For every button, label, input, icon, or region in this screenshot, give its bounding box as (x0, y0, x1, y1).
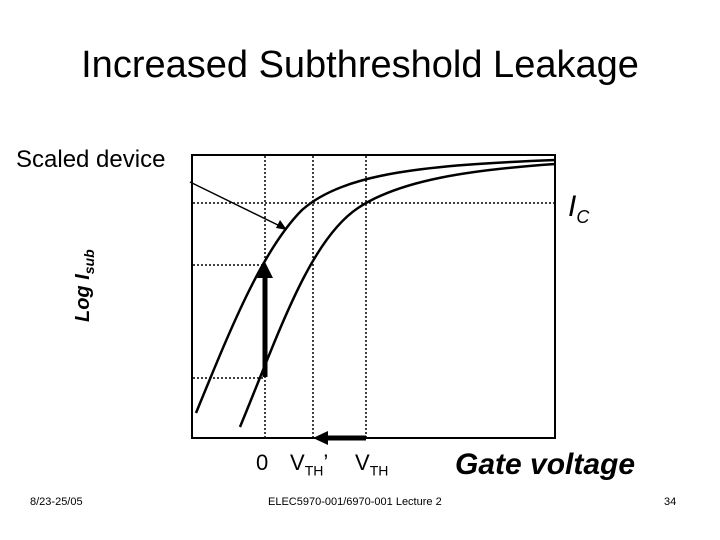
y-axis-label-main: Log I (72, 274, 94, 322)
threshold-shift-arrow-head (313, 431, 328, 445)
footer-date: 8/23-25/05 (30, 496, 83, 508)
y-axis-label: Log Isub (72, 249, 97, 322)
callout-arrow-head (276, 220, 287, 230)
callout-arrow-line (190, 182, 284, 228)
ic-label-sub: C (576, 207, 589, 227)
callout-label: Scaled device (16, 146, 165, 174)
x-tick-vth-scaled-sub: TH (305, 462, 324, 478)
x-axis-label: Gate voltage (455, 448, 635, 482)
x-tick-vth-scaled-prime: ’ (323, 450, 328, 475)
x-tick-vth: VTH (355, 450, 388, 478)
footer-page-number: 34 (664, 496, 676, 508)
y-axis-label-sub: sub (81, 249, 97, 274)
footer-course: ELEC5970-001/6970-001 Lecture 2 (268, 496, 442, 508)
x-tick-vth-sub: TH (370, 462, 389, 478)
x-tick-zero: 0 (256, 450, 268, 476)
x-tick-vth-main: V (355, 450, 370, 475)
x-tick-vth-scaled: VTH’ (290, 450, 328, 478)
ic-label: IC (568, 190, 589, 228)
x-tick-vth-scaled-main: V (290, 450, 305, 475)
